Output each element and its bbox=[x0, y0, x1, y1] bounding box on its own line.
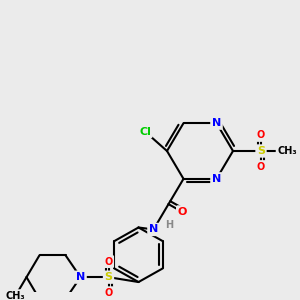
Text: CH₃: CH₃ bbox=[6, 291, 25, 300]
Text: N: N bbox=[212, 174, 221, 184]
Text: O: O bbox=[104, 256, 112, 267]
Text: O: O bbox=[104, 288, 112, 298]
Text: S: S bbox=[104, 272, 112, 282]
Text: O: O bbox=[257, 162, 265, 172]
Text: N: N bbox=[149, 224, 158, 235]
Text: O: O bbox=[257, 130, 265, 140]
Text: S: S bbox=[257, 146, 265, 156]
Text: H: H bbox=[165, 220, 174, 230]
Text: N: N bbox=[212, 118, 221, 128]
Text: O: O bbox=[178, 207, 187, 217]
Text: CH₃: CH₃ bbox=[277, 146, 297, 156]
Text: Cl: Cl bbox=[139, 127, 151, 136]
Text: N: N bbox=[76, 272, 85, 282]
